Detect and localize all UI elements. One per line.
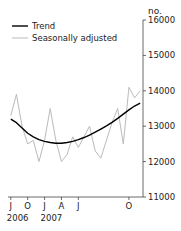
y-tick-label: 15000 <box>148 50 175 60</box>
background <box>0 0 181 231</box>
legend-swatch <box>12 25 28 26</box>
x-tick-label: J <box>9 201 13 211</box>
y-tick <box>143 90 146 91</box>
series-line <box>11 103 140 143</box>
x-tick <box>78 197 79 200</box>
plot-area <box>11 87 140 161</box>
x-tick <box>27 197 28 200</box>
year-label: 2006 <box>7 213 29 223</box>
y-tick-label: 11000 <box>148 192 175 202</box>
x-tick <box>61 197 62 200</box>
x-tick-label: J <box>42 201 46 211</box>
x-tick <box>128 197 129 200</box>
x-tick-label: A <box>59 201 65 211</box>
y-label: no. <box>148 6 162 16</box>
x-axis <box>8 197 143 198</box>
y-tick-label: 13000 <box>148 121 175 131</box>
y-tick <box>143 55 146 56</box>
y-tick-label: 12000 <box>148 157 175 167</box>
y-tick-label: 16000 <box>148 15 175 25</box>
x-tick <box>10 197 11 200</box>
y-tick <box>143 20 146 21</box>
y-tick-label: 14000 <box>148 86 175 96</box>
x-tick-label: J <box>76 201 80 211</box>
x-tick <box>44 197 45 200</box>
chart: 110001200013000140001500016000no.JOJAJO2… <box>0 0 181 231</box>
y-axis <box>143 20 144 197</box>
x-tick-label: O <box>24 201 31 211</box>
series-line <box>11 87 140 161</box>
legend: Trend Seasonally adjusted <box>12 21 117 43</box>
y-tick <box>143 197 146 198</box>
legend-label: Seasonally adjusted <box>32 33 117 43</box>
legend-label: Trend <box>31 21 55 31</box>
legend-swatch <box>12 38 28 39</box>
year-label: 2007 <box>41 213 63 223</box>
x-tick-label: O <box>126 201 133 211</box>
y-tick <box>143 126 146 127</box>
y-tick <box>143 161 146 162</box>
